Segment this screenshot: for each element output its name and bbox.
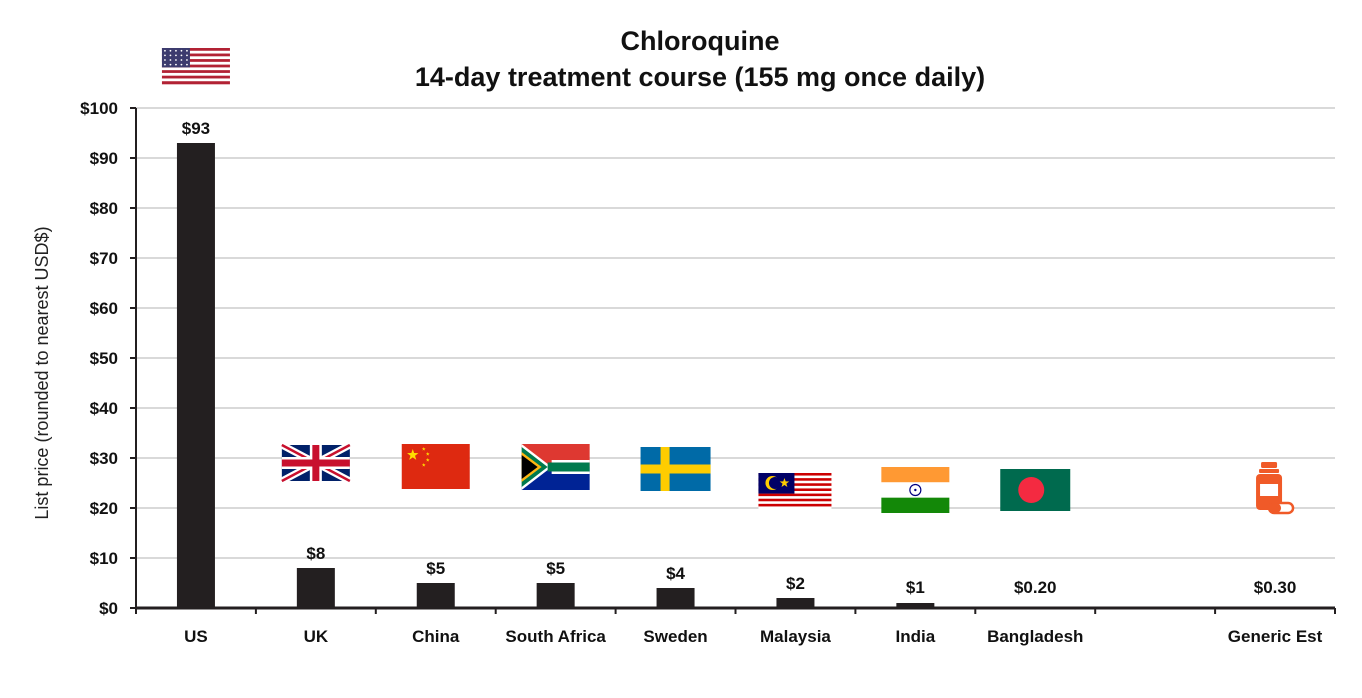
bangladesh-flag-icon (1000, 469, 1071, 511)
malaysia-flag-icon (758, 473, 832, 510)
y-tick-label: $100 (80, 99, 118, 118)
data-label: $5 (426, 559, 445, 578)
medicine-bottle-icon (1256, 462, 1295, 515)
bar (536, 583, 575, 608)
chart-title: Chloroquine (620, 26, 780, 56)
category-label: Sweden (643, 627, 707, 646)
y-tick-label: $60 (90, 299, 118, 318)
y-axis-label: List price (rounded to nearest USD$) (32, 226, 52, 519)
bar (296, 568, 335, 608)
china-flag-icon (401, 444, 470, 489)
bar (1016, 607, 1055, 608)
category-label: Generic Est (1228, 627, 1323, 646)
y-tick-label: $30 (90, 449, 118, 468)
data-label: $93 (182, 119, 210, 138)
category-label: China (412, 627, 460, 646)
y-tick-label: $70 (90, 249, 118, 268)
y-tick-label: $40 (90, 399, 118, 418)
bar (416, 583, 455, 608)
y-tick-label: $80 (90, 199, 118, 218)
category-label: Malaysia (760, 627, 831, 646)
india-flag-icon (881, 467, 950, 513)
category-label: UK (304, 627, 329, 646)
uk-flag-icon (280, 441, 352, 485)
category-label: India (896, 627, 936, 646)
us-flag-icon (161, 48, 230, 85)
data-label: $1 (906, 578, 925, 597)
bar (656, 588, 695, 608)
data-label: $0.20 (1014, 578, 1057, 597)
bar (1256, 606, 1295, 608)
south-africa-flag-icon (521, 444, 590, 490)
bar (776, 598, 815, 608)
y-tick-label: $50 (90, 349, 118, 368)
data-label: $5 (546, 559, 565, 578)
data-label: $4 (666, 564, 685, 583)
chart-subtitle: 14-day treatment course (155 mg once dai… (414, 62, 986, 92)
y-tick-label: $90 (90, 149, 118, 168)
category-label: US (184, 627, 208, 646)
bar (896, 603, 935, 608)
bar (176, 143, 215, 608)
sweden-flag-icon (640, 447, 711, 491)
category-label: South Africa (505, 627, 606, 646)
category-label: Bangladesh (987, 627, 1083, 646)
data-label: $8 (306, 544, 325, 563)
y-tick-label: $0 (99, 599, 118, 618)
y-tick-label: $20 (90, 499, 118, 518)
data-label: $0.30 (1254, 578, 1297, 597)
data-label: $2 (786, 574, 805, 593)
y-tick-label: $10 (90, 549, 118, 568)
